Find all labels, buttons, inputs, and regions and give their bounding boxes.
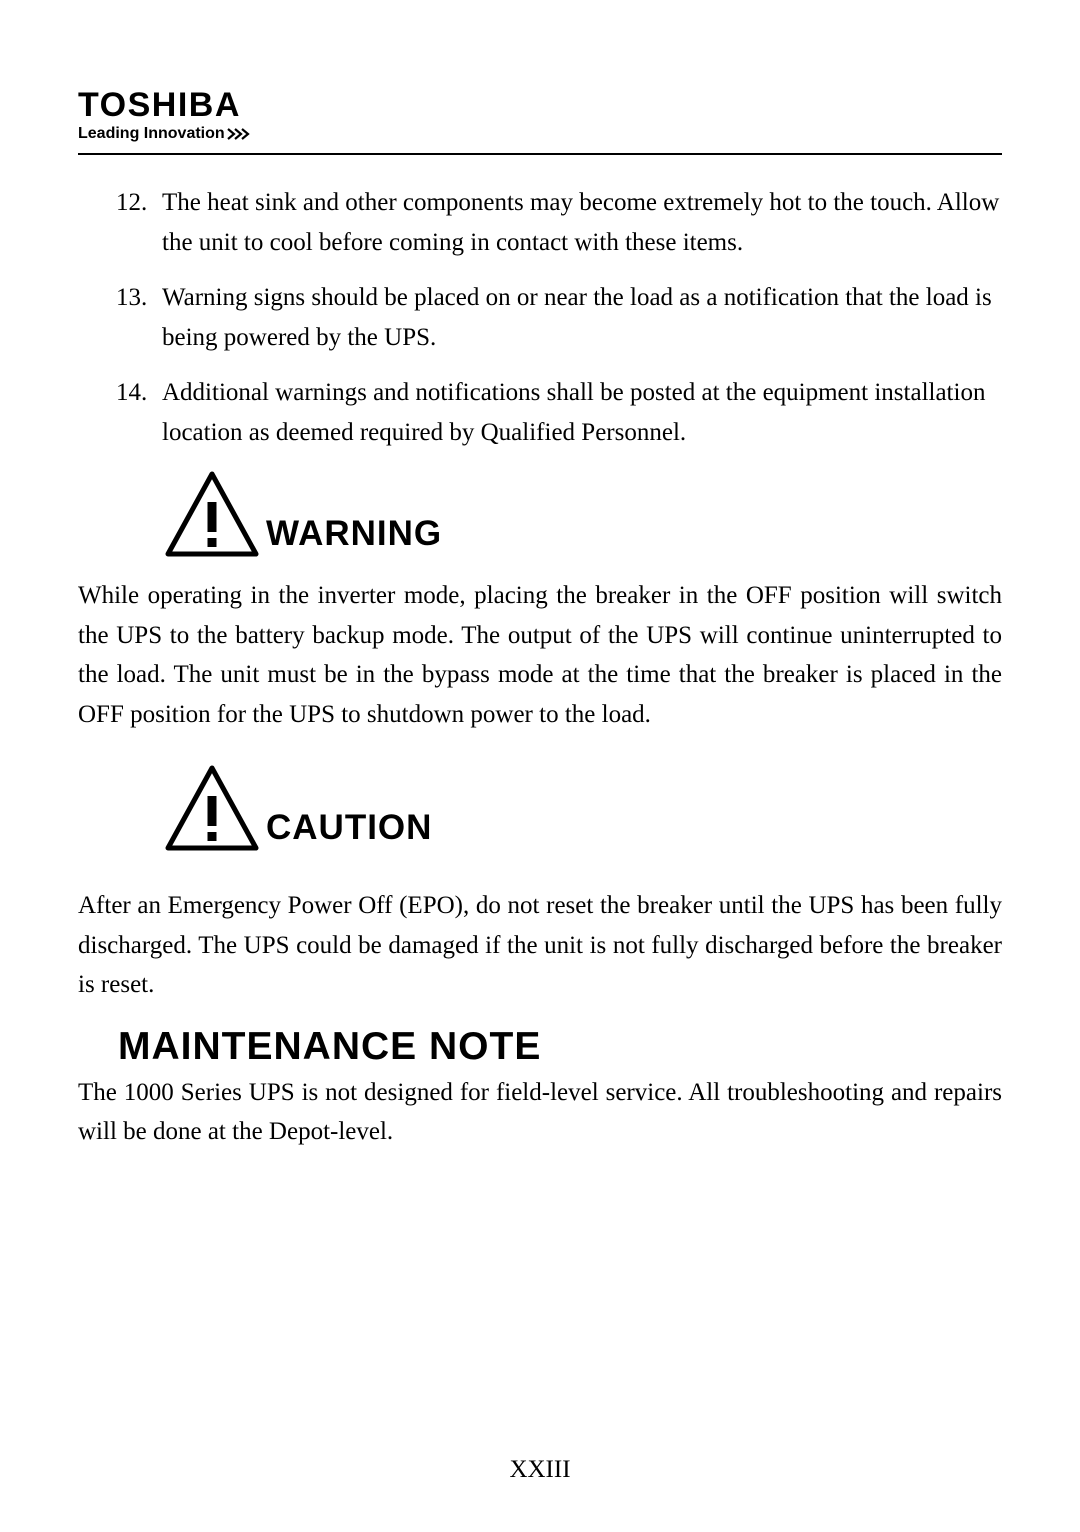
warning-paragraph: While operating in the inverter mode, pl…: [78, 576, 1002, 734]
warning-header: WARNING: [162, 468, 1002, 560]
warning-triangle-icon: [162, 468, 262, 560]
list-item-ordinal: 12.: [116, 183, 162, 262]
logo-block: TOSHIBA Leading Innovation: [78, 88, 1002, 143]
list-item: 14. Additional warnings and notification…: [116, 373, 1002, 452]
caution-triangle-icon: [162, 762, 262, 854]
logo-tagline-row: Leading Innovation: [78, 125, 1002, 143]
list-item: 13. Warning signs should be placed on or…: [116, 278, 1002, 357]
maintenance-heading: MAINTENANCE NOTE: [118, 1025, 1002, 1069]
caution-paragraph: After an Emergency Power Off (EPO), do n…: [78, 886, 1002, 1005]
header-rule: [78, 153, 1002, 155]
list-item-ordinal: 14.: [116, 373, 162, 452]
chevron-icon: [230, 128, 251, 140]
page-container: TOSHIBA Leading Innovation 12. The heat …: [0, 0, 1080, 1152]
list-item-ordinal: 13.: [116, 278, 162, 357]
list-item-text: Additional warnings and notifications sh…: [162, 373, 1002, 452]
caution-label: CAUTION: [266, 808, 432, 854]
page-number: XXIII: [0, 1456, 1080, 1484]
list-item-text: The heat sink and other components may b…: [162, 183, 1002, 262]
logo-brand-text: TOSHIBA: [78, 88, 1002, 122]
logo-tagline-text: Leading Innovation: [78, 125, 225, 143]
list-item: 12. The heat sink and other components m…: [116, 183, 1002, 262]
numbered-list: 12. The heat sink and other components m…: [78, 183, 1002, 452]
maintenance-paragraph: The 1000 Series UPS is not designed for …: [78, 1073, 1002, 1152]
warning-label: WARNING: [266, 514, 442, 560]
caution-header: CAUTION: [162, 762, 1002, 854]
list-item-text: Warning signs should be placed on or nea…: [162, 278, 1002, 357]
